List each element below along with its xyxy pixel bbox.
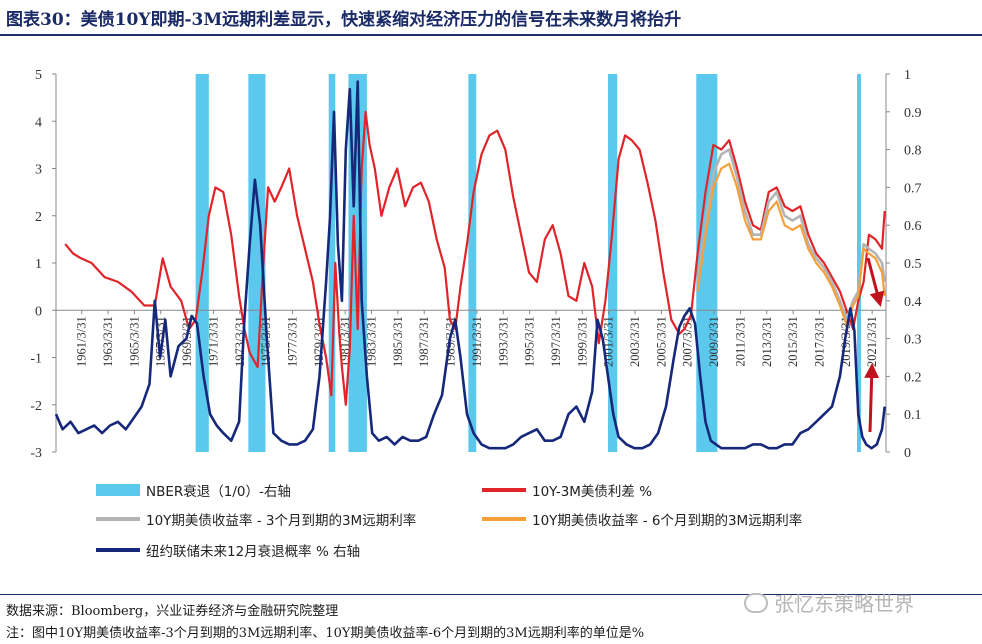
source-divider [0,594,982,595]
recession-bar-7 [857,74,861,452]
legend-item-fwd6m: 10Y期美债收益率 - 6个月到期的3M远期利率 [482,509,802,529]
wechat-icon [744,592,768,613]
series-line-fwd3m [696,148,886,322]
x-tick-25: 2011/3/31 [733,316,747,366]
y-right-tick-6: 0.6 [904,219,922,234]
y-left-tick-7: 4 [35,115,42,130]
legend-label-prob: 纽约联储未来12月衰退概率 % 右轴 [146,544,361,560]
x-tick-22: 2005/3/31 [654,316,668,367]
legend-swatch-fwd6m [482,517,526,521]
y-right-tick-1: 0.1 [904,408,922,423]
y-right-tick-8: 0.8 [904,144,922,159]
series-line-fwd6m [696,162,886,326]
series-line-spread [64,110,886,406]
watermark-text: 张忆东策略世界 [774,592,914,616]
x-tick-1: 1963/3/31 [101,316,115,367]
legend-item-fwd3m: 10Y期美债收益率 - 3个月到期的3M远期利率 [96,509,416,529]
y-left-tick-3: 0 [35,304,42,319]
x-tick-18: 1997/3/31 [549,316,563,367]
legend-swatch-recession [96,484,140,496]
y-right-tick-10: 1 [904,68,911,83]
legend: NBER衰退（1/0）-右轴 10Y-3M美债利差 % 10Y期美债收益率 - … [96,478,916,574]
x-tick-27: 2015/3/31 [786,316,800,367]
y-left-tick-6: 3 [35,163,42,178]
recession-bar-4 [468,74,477,452]
x-tick-28: 2017/3/31 [812,316,826,367]
y-left-tick-0: -3 [30,446,42,461]
x-tick-17: 1995/3/31 [523,316,537,367]
y-right-tick-7: 0.7 [904,181,922,196]
recession-bar-6 [696,74,718,452]
arrow-up [864,363,880,433]
legend-label-recession: NBER衰退（1/0）-右轴 [146,484,291,500]
y-left-tick-4: 1 [35,257,42,272]
legend-label-fwd3m: 10Y期美债收益率 - 3个月到期的3M远期利率 [146,513,417,529]
series-line-prob [54,80,886,450]
y-right-tick-5: 0.5 [904,257,922,272]
y-right-tick-9: 0.9 [904,106,922,121]
legend-item-recession: NBER衰退（1/0）-右轴 [96,480,291,500]
y-left-tick-2: -1 [30,352,42,367]
legend-swatch-spread [482,488,526,492]
note-text: 注：图中10Y期美债收益率-3个月到期的3M远期利率、10Y期美债收益率-6个月… [6,626,645,641]
legend-label-fwd6m: 10Y期美债收益率 - 6个月到期的3M远期利率 [532,513,803,529]
watermark: 张忆东策略世界 [744,588,914,617]
x-tick-19: 1999/3/31 [575,316,589,367]
legend-swatch-fwd3m [96,517,140,521]
x-tick-16: 1993/3/31 [496,316,510,367]
x-tick-24: 2009/3/31 [707,316,721,367]
y-right-tick-2: 0.2 [904,370,922,385]
x-tick-4: 1969/3/31 [180,316,194,367]
x-tick-8: 1977/3/31 [285,316,299,367]
recession-bar-2 [328,74,336,452]
x-tick-2: 1965/3/31 [127,316,141,367]
x-tick-15: 1991/3/31 [470,316,484,367]
y-right-tick-3: 0.3 [904,333,922,348]
y-right-tick-0: 0 [904,446,911,461]
x-tick-12: 1985/3/31 [391,316,405,367]
x-tick-11: 1983/3/31 [365,316,379,367]
title-bar: 图表30：美债10Y即期-3M远期利差显示，快速紧缩对经济压力的信号在未来数月将… [0,0,982,36]
legend-label-spread: 10Y-3M美债利差 % [532,484,653,500]
chart-title: 图表30：美债10Y即期-3M远期利差显示，快速紧缩对经济压力的信号在未来数月将… [6,10,682,30]
x-tick-5: 1971/3/31 [206,316,220,367]
arrow-down [866,257,885,307]
legend-item-spread: 10Y-3M美债利差 % [482,480,652,500]
x-tick-21: 2003/3/31 [628,316,642,367]
recession-bar-5 [608,74,618,452]
legend-swatch-prob [96,548,140,552]
x-tick-26: 2013/3/31 [760,316,774,367]
y-left-tick-5: 2 [35,210,42,225]
y-left-tick-1: -2 [30,399,42,414]
x-tick-13: 1987/3/31 [417,316,431,367]
x-tick-0: 1961/3/31 [75,316,89,367]
y-left-tick-8: 5 [35,68,42,83]
x-tick-30: 2021/3/31 [865,316,879,367]
y-right-tick-4: 0.4 [904,295,922,310]
chart-canvas: -3 -2 -1 0 1 2 3 4 5 0 0.1 0.2 0.3 0.4 0.5 0.6 0.7 0.8 0.9… [30,68,922,461]
source-text: 数据来源：Bloomberg，兴业证券经济与金融研究院整理 [6,604,339,619]
legend-item-prob: 纽约联储未来12月衰退概率 % 右轴 [96,540,360,560]
